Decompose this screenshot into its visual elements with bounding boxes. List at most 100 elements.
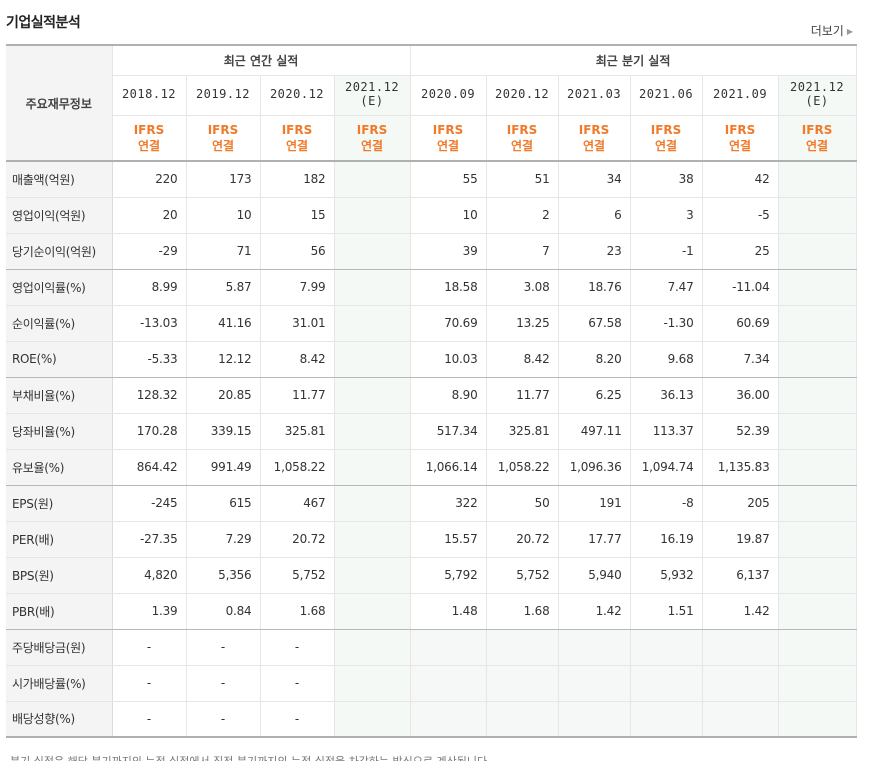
value-cell: 0.84 bbox=[186, 593, 261, 630]
period-header: 2021.12 (E) bbox=[334, 75, 411, 116]
basis-consolidated: 연결 bbox=[729, 138, 752, 153]
row-label: BPS(원) bbox=[6, 557, 113, 594]
value-cell bbox=[409, 629, 487, 666]
table-row: ROE(%) -5.33 12.12 8.42 10.03 8.42 8.20 9.68 7.3… bbox=[6, 341, 857, 378]
value-cell bbox=[334, 629, 411, 666]
value-cell: 7 bbox=[486, 233, 559, 270]
value-cell: - bbox=[260, 701, 335, 738]
value-cell bbox=[334, 197, 411, 234]
basis-consolidated: 연결 bbox=[583, 138, 606, 153]
value-cell: - bbox=[112, 629, 187, 666]
period-label: 2021.12 bbox=[790, 80, 845, 95]
value-cell bbox=[778, 413, 857, 450]
value-cell: 991.49 bbox=[186, 449, 261, 486]
value-cell: 3 bbox=[630, 197, 703, 234]
value-cell bbox=[630, 701, 703, 738]
value-cell bbox=[334, 665, 411, 702]
value-cell: - bbox=[186, 701, 261, 738]
basis-ifrs: IFRS bbox=[356, 122, 388, 137]
basis-consolidated: 연결 bbox=[360, 138, 384, 153]
value-cell: 36.13 bbox=[630, 377, 703, 414]
value-cell: 20.72 bbox=[260, 521, 335, 558]
value-cell bbox=[630, 629, 703, 666]
row-header-label: 주요재무정보 bbox=[6, 44, 113, 162]
value-cell: 8.20 bbox=[558, 341, 631, 378]
value-cell: 34 bbox=[558, 161, 631, 198]
table-row: 시가배당률(%) - - - bbox=[6, 665, 857, 702]
table-row: 부채비율(%) 128.32 20.85 11.77 8.90 11.77 6.25 36.1… bbox=[6, 377, 857, 414]
value-cell: 1,135.83 bbox=[702, 449, 779, 486]
value-cell bbox=[702, 701, 779, 738]
basis-ifrs: IFRS bbox=[207, 122, 239, 137]
period-label: 2021.03 bbox=[567, 87, 622, 102]
row-label: 순이익률(%) bbox=[6, 305, 113, 342]
value-cell bbox=[334, 485, 411, 522]
basis-consolidated: 연결 bbox=[285, 138, 309, 153]
value-cell: 10.03 bbox=[409, 341, 487, 378]
period-header: 2021.09 bbox=[702, 75, 779, 116]
value-cell bbox=[409, 665, 487, 702]
value-cell: 18.76 bbox=[558, 269, 631, 306]
value-cell: -27.35 bbox=[112, 521, 187, 558]
period-label: 2018.12 bbox=[121, 87, 177, 102]
row-label: 부채비율(%) bbox=[6, 377, 113, 414]
basis-consolidated: 연결 bbox=[511, 138, 534, 153]
more-link[interactable]: 더보기 ▶ bbox=[811, 22, 853, 39]
period-header: 2019.12 bbox=[186, 75, 261, 116]
value-cell: -5.33 bbox=[112, 341, 187, 378]
period-header: 2020.12 bbox=[486, 75, 559, 116]
value-cell bbox=[334, 377, 411, 414]
basis-ifrs: IFRS bbox=[281, 122, 313, 137]
table-row: BPS(원) 4,820 5,356 5,752 5,792 5,752 5,940 5,93… bbox=[6, 557, 857, 594]
value-cell: 6.25 bbox=[558, 377, 631, 414]
basis-consolidated: 연결 bbox=[211, 138, 235, 153]
value-cell: 39 bbox=[409, 233, 487, 270]
period-header: 2020.09 bbox=[409, 75, 487, 116]
value-cell: -245 bbox=[112, 485, 187, 522]
value-cell: 5,752 bbox=[486, 557, 559, 594]
value-cell: 339.15 bbox=[186, 413, 261, 450]
value-cell: 325.81 bbox=[486, 413, 559, 450]
basis-header: IFRS 연결 bbox=[334, 115, 411, 162]
value-cell bbox=[558, 629, 631, 666]
row-label: 시가배당률(%) bbox=[6, 665, 113, 702]
value-cell: 56 bbox=[260, 233, 335, 270]
value-cell bbox=[334, 269, 411, 306]
basis-ifrs: IFRS bbox=[133, 122, 165, 137]
value-cell: 19.87 bbox=[702, 521, 779, 558]
row-label: 영업이익(억원) bbox=[6, 197, 113, 234]
period-label: 2019.12 bbox=[195, 87, 251, 102]
value-cell: 1.42 bbox=[702, 593, 779, 630]
basis-header: IFRS 연결 bbox=[409, 115, 487, 162]
period-label: 2020.09 bbox=[421, 87, 476, 102]
value-cell: -29 bbox=[112, 233, 187, 270]
value-cell: 7.34 bbox=[702, 341, 779, 378]
value-cell: 23 bbox=[558, 233, 631, 270]
table-row: 영업이익(억원) 20 10 15 10 2 6 3 -5 bbox=[6, 197, 857, 234]
value-cell: 70.69 bbox=[409, 305, 487, 342]
value-cell: 55 bbox=[409, 161, 487, 198]
value-cell: 113.37 bbox=[630, 413, 703, 450]
basis-ifrs: IFRS bbox=[724, 122, 756, 137]
table-row: 배당성향(%) - - - bbox=[6, 701, 857, 738]
value-cell bbox=[778, 377, 857, 414]
value-cell: 50 bbox=[486, 485, 559, 522]
value-cell: 517.34 bbox=[409, 413, 487, 450]
basis-header: IFRS 연결 bbox=[112, 115, 187, 162]
value-cell: 13.25 bbox=[486, 305, 559, 342]
value-cell bbox=[778, 233, 857, 270]
value-cell: 6 bbox=[558, 197, 631, 234]
annual-group-header: 최근 연간 실적 bbox=[112, 44, 411, 76]
value-cell: 6,137 bbox=[702, 557, 779, 594]
basis-consolidated: 연결 bbox=[806, 138, 829, 153]
value-cell bbox=[334, 305, 411, 342]
row-label: 매출액(억원) bbox=[6, 161, 113, 198]
value-cell: 11.77 bbox=[260, 377, 335, 414]
period-header: 2021.06 bbox=[630, 75, 703, 116]
value-cell bbox=[778, 269, 857, 306]
value-cell: 11.77 bbox=[486, 377, 559, 414]
value-cell: 8.42 bbox=[486, 341, 559, 378]
value-cell bbox=[334, 413, 411, 450]
value-cell: 20.72 bbox=[486, 521, 559, 558]
value-cell: 16.19 bbox=[630, 521, 703, 558]
